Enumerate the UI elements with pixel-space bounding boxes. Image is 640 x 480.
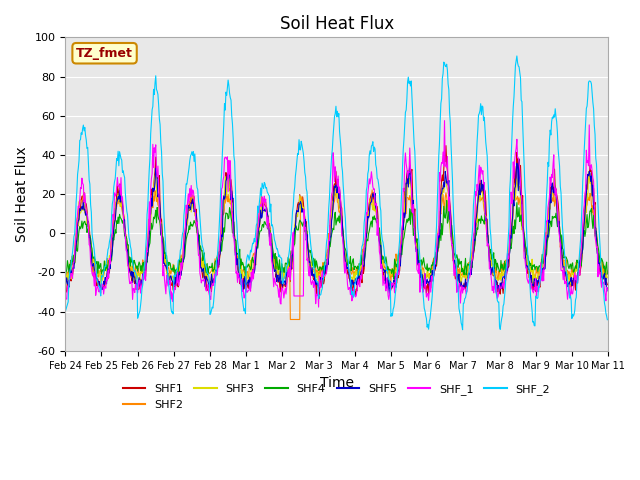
SHF3	[61, 275, 69, 280]
SHF5	[165, 282, 173, 288]
SHF2	[368, 187, 376, 193]
SHF_1	[379, 283, 387, 288]
SHF4	[305, 247, 312, 253]
SHF1	[408, 169, 415, 175]
SHF_1	[315, 304, 323, 310]
Line: SHF3: SHF3	[65, 170, 607, 288]
SHF1	[61, 288, 69, 294]
Line: SHF5: SHF5	[65, 159, 607, 295]
SHF5	[61, 283, 69, 288]
SHF_2	[492, 279, 499, 285]
Text: TZ_fmet: TZ_fmet	[76, 47, 133, 60]
SHF3	[408, 196, 415, 202]
SHF_2	[378, 237, 386, 243]
SHF_2	[304, 204, 312, 209]
SHF2	[241, 271, 248, 276]
SHF5	[241, 274, 248, 279]
SHF_2	[61, 309, 69, 314]
SHF_1	[61, 294, 69, 300]
SHF4	[165, 263, 173, 268]
SHF3	[404, 168, 412, 173]
SHF_1	[304, 255, 312, 261]
SHF1	[304, 241, 312, 247]
Line: SHF2: SHF2	[65, 190, 607, 320]
Line: SHF1: SHF1	[65, 145, 607, 299]
SHF5	[408, 181, 415, 187]
SHF4	[604, 271, 611, 277]
SHF_2	[406, 83, 414, 89]
SHF5	[604, 285, 611, 291]
Line: SHF_2: SHF_2	[65, 56, 607, 330]
SHF3	[304, 247, 312, 252]
SHF5	[515, 156, 523, 162]
SHF2	[165, 265, 173, 271]
SHF5	[378, 265, 386, 271]
SHF_1	[604, 287, 611, 292]
SHF_1	[165, 276, 173, 281]
SHF_1	[408, 171, 415, 177]
SHF1	[442, 143, 450, 148]
Legend: SHF1, SHF2, SHF3, SHF4, SHF5, SHF_1, SHF_2: SHF1, SHF2, SHF3, SHF4, SHF5, SHF_1, SHF…	[118, 380, 555, 414]
SHF1	[379, 271, 387, 277]
SHF1	[165, 272, 173, 278]
SHF_1	[241, 294, 248, 300]
SHF2	[380, 260, 388, 266]
Title: Soil Heat Flux: Soil Heat Flux	[280, 15, 394, 33]
SHF1	[316, 296, 323, 301]
SHF2	[305, 255, 312, 261]
SHF2	[408, 205, 416, 211]
SHF1	[604, 282, 611, 288]
SHF2	[287, 317, 294, 323]
SHF_2	[513, 53, 521, 59]
Line: SHF4: SHF4	[65, 201, 607, 280]
SHF1	[492, 286, 500, 292]
SHF_1	[441, 118, 449, 123]
SHF5	[492, 278, 499, 284]
SHF3	[604, 275, 611, 281]
SHF_2	[604, 317, 611, 323]
SHF4	[379, 253, 387, 259]
SHF3	[165, 272, 173, 277]
SHF3	[241, 271, 248, 276]
SHF2	[61, 268, 69, 274]
SHF5	[304, 245, 312, 251]
SHF_2	[241, 306, 248, 312]
SHF2	[604, 268, 611, 274]
SHF4	[492, 258, 500, 264]
SHF_2	[165, 282, 173, 288]
SHF4	[443, 198, 451, 204]
SHF4	[172, 277, 179, 283]
SHF3	[378, 257, 386, 263]
Y-axis label: Soil Heat Flux: Soil Heat Flux	[15, 146, 29, 242]
X-axis label: Time: Time	[319, 376, 354, 390]
SHF1	[241, 286, 248, 292]
SHF4	[61, 273, 69, 279]
Line: SHF_1: SHF_1	[65, 120, 607, 307]
SHF_2	[459, 327, 467, 333]
SHF3	[566, 285, 573, 291]
SHF5	[386, 292, 394, 298]
SHF4	[408, 206, 415, 212]
SHF2	[492, 270, 500, 276]
SHF3	[492, 270, 499, 276]
SHF_1	[492, 289, 500, 295]
SHF4	[242, 273, 250, 278]
